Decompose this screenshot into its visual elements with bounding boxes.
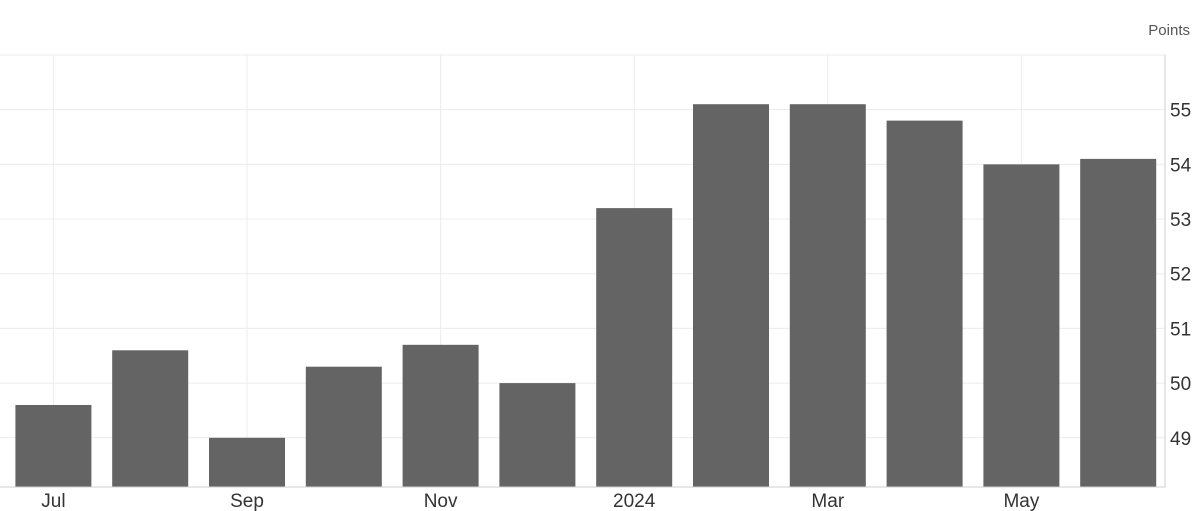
x-tick-label: 2024 [613,491,656,511]
bar-sep [209,437,285,487]
axes [0,55,1166,488]
bar-feb [693,104,769,488]
bar-2024 [596,208,673,487]
x-tick-label: Jul [41,491,65,511]
bar-jun [1080,158,1157,487]
bar-oct [305,366,382,487]
y-tick-label: 52 [1170,265,1191,286]
x-tick-label: May [1003,491,1039,511]
bar-dec [499,383,576,487]
y-tick-label: 54 [1170,155,1192,176]
bar-apr [886,120,963,488]
bar-mar [789,104,866,488]
x-tick-label: Mar [811,491,844,511]
bars [15,104,1157,488]
x-tick-label: Nov [424,491,458,511]
y-tick-label: 53 [1170,210,1191,231]
bar-aug [112,350,189,487]
bar-jul [15,404,92,487]
y-tick-label: 55 [1170,101,1191,122]
unit-label: Points [1148,22,1190,39]
x-tick-labels: Jul Sep Nov 2024 Mar May [41,491,1040,511]
y-tick-label: 49 [1170,429,1191,450]
y-tick-label: 50 [1170,374,1191,395]
bar-may [983,164,1060,487]
y-tick-label: 51 [1170,319,1191,340]
y-tick-labels: 49 50 51 52 53 54 55 [1170,101,1192,450]
bar-nov [402,344,479,487]
x-tick-label: Sep [230,491,264,511]
